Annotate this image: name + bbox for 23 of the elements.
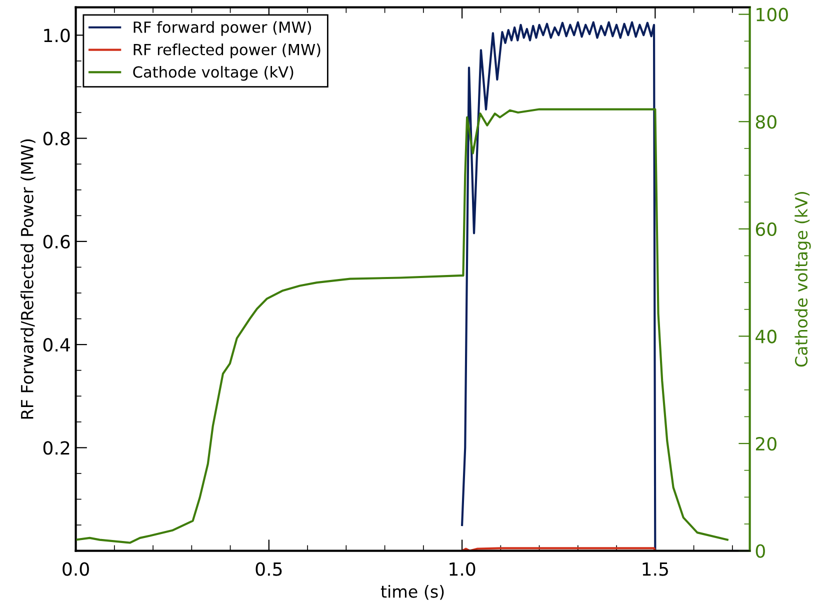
y-tick-label: 0.8 [43, 132, 70, 146]
y-tick-label: 0.6 [43, 234, 70, 249]
legend-label: RF reflected power (MW) [134, 44, 320, 58]
y2-axis-title: Cathode voltage (kV) [794, 192, 811, 367]
y2-tick-label: 0 [756, 544, 765, 558]
y-tick-label: 0.2 [43, 441, 70, 455]
y2-tick-label: 100 [756, 8, 788, 22]
x-tick-label: 0.5 [256, 562, 282, 576]
y2-tick-label: 40 [756, 330, 776, 344]
y2-tick-label: 80 [756, 115, 776, 129]
line-series [461, 21, 656, 551]
x-tick-label: 1.0 [450, 562, 476, 576]
y2-tick-label: 60 [756, 222, 776, 236]
y2-tick-label: 20 [756, 436, 776, 451]
y-tick-label: 0.4 [43, 338, 70, 352]
legend-label: RF forward power (MW) [134, 21, 311, 36]
line-series [76, 108, 728, 544]
x-tick-label: 1.5 [642, 562, 668, 576]
x-tick-label: 0.0 [62, 562, 89, 576]
y-axis-title: RF Forward/Reflected Power (MW) [20, 139, 36, 419]
y-tick-label: 1.0 [44, 28, 70, 42]
x-axis-title: time (s) [380, 584, 444, 600]
legend-label: Cathode voltage (kV) [133, 66, 294, 81]
